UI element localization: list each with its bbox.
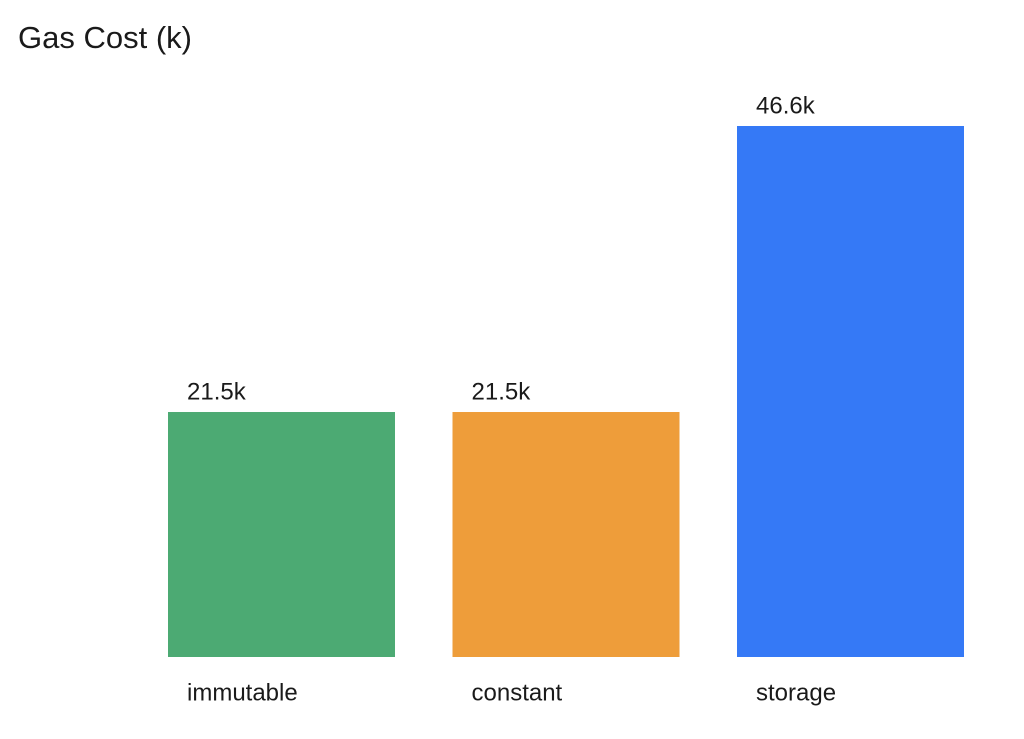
value-label: 21.5k [187, 378, 247, 405]
x-tick-label: immutable [187, 679, 298, 706]
bar [737, 126, 964, 657]
x-tick-label: storage [756, 679, 836, 706]
value-label: 21.5k [472, 378, 532, 405]
x-tick-label: constant [472, 679, 563, 706]
chart-title: Gas Cost (k) [18, 20, 192, 55]
bar [168, 412, 395, 657]
value-label: 46.6k [756, 92, 816, 119]
bar [452, 412, 680, 657]
